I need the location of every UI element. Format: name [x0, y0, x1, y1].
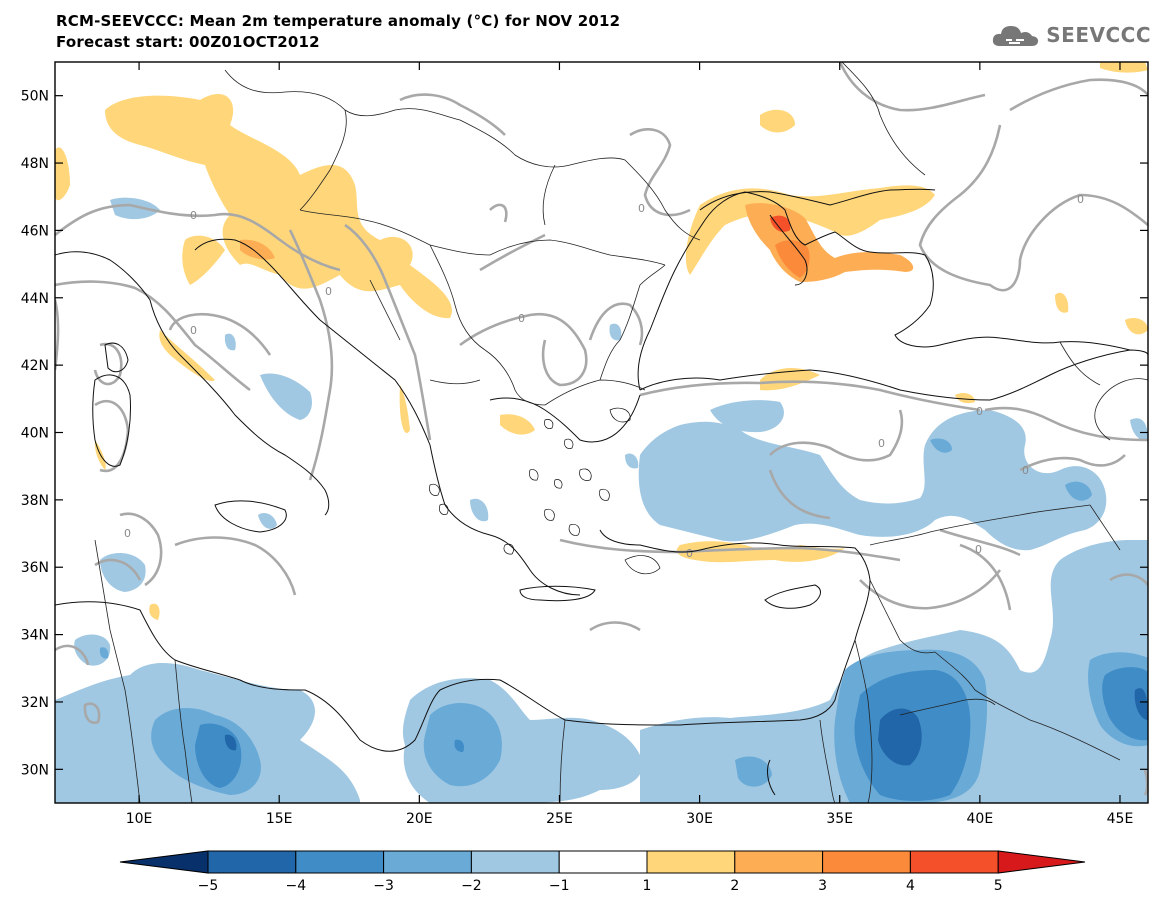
contour-label: 0 — [190, 324, 197, 337]
axis-ticks: 10E 15E 20E 25E 30E 35E 40E 45E 30N 32N 34N 36N 38N 4… — [21, 62, 1148, 827]
x-tick-label: 25E — [546, 811, 573, 827]
colorbar-segment — [207, 850, 297, 874]
y-tick-label: 48N — [21, 156, 49, 172]
cold-anomaly-very-strong — [224, 688, 1148, 766]
colorbar-segment — [646, 850, 736, 874]
colorbar-segment — [909, 850, 999, 874]
colorbar-segment — [295, 850, 385, 874]
y-tick-label: 30N — [21, 762, 49, 778]
logo-text: SEEVCCC — [1046, 23, 1151, 47]
anomaly-fields: 0 0 0 0 0 0 0 0 0 0 0 0 — [55, 62, 1148, 803]
colorbar-segment — [383, 850, 472, 874]
colorbar-label: 5 — [994, 878, 1003, 894]
contour-label: 0 — [518, 312, 525, 325]
colorbar-segment — [558, 850, 648, 874]
colorbar-arrow-left — [119, 850, 209, 874]
zero-contour-labels: 0 0 0 0 0 0 0 0 0 0 0 0 — [124, 193, 1084, 560]
y-tick-label: 50N — [21, 89, 49, 105]
island-outlines — [429, 407, 661, 575]
contour-label: 0 — [325, 285, 332, 298]
colorbar-label: 1 — [643, 878, 652, 894]
colorbar-segment — [822, 850, 911, 874]
contour-label: 0 — [686, 547, 693, 560]
colorbar-segment — [734, 850, 824, 874]
x-tick-label: 45E — [1107, 811, 1134, 827]
contour-label: 0 — [975, 543, 982, 556]
strong-warm-anomaly-areas — [240, 203, 914, 282]
colorbar-label: −3 — [373, 878, 394, 894]
y-tick-label: 32N — [21, 695, 49, 711]
map-title: RCM-SEEVCCC: Mean 2m temperature anomaly… — [56, 12, 621, 30]
colorbar-label: −4 — [285, 878, 306, 894]
x-tick-label: 40E — [967, 811, 994, 827]
colorbar-arrow-right — [997, 850, 1086, 874]
x-tick-label: 15E — [266, 811, 293, 827]
contour-label: 0 — [1022, 464, 1029, 477]
colorbar-label: 3 — [818, 878, 827, 894]
x-tick-label: 20E — [406, 811, 433, 827]
colorbar-segment — [470, 850, 560, 874]
y-tick-label: 46N — [21, 223, 49, 239]
seevccc-logo: SEEVCCC — [990, 20, 1151, 50]
colorbar: −5 −4 −3 −2 −1 1 2 3 4 5 — [119, 850, 1086, 894]
contour-label: 0 — [638, 202, 645, 215]
colorbar-label: −1 — [549, 878, 570, 894]
zero-anomaly-contours — [55, 62, 1148, 796]
colorbar-label: −5 — [198, 878, 219, 894]
y-tick-label: 34N — [21, 628, 49, 644]
colorbar-label: 4 — [906, 878, 915, 894]
contour-label: 0 — [124, 527, 131, 540]
y-tick-label: 38N — [21, 493, 49, 509]
forecast-start-label: Forecast start: 00Z01OCT2012 — [56, 33, 320, 51]
cloud-icon — [993, 26, 1039, 46]
contour-label: 0 — [190, 209, 197, 222]
y-tick-label: 42N — [21, 358, 49, 374]
y-tick-label: 40N — [21, 426, 49, 442]
contour-label: 0 — [878, 437, 885, 450]
colorbar-label: −2 — [461, 878, 482, 894]
x-tick-label: 35E — [826, 811, 853, 827]
x-tick-label: 10E — [126, 811, 153, 827]
contour-label: 0 — [976, 405, 983, 418]
country-borders — [94, 62, 1148, 803]
contour-label: 0 — [1077, 193, 1084, 206]
y-tick-label: 36N — [21, 560, 49, 576]
x-tick-label: 30E — [686, 811, 713, 827]
y-tick-label: 44N — [21, 291, 49, 307]
colorbar-label: 2 — [730, 878, 739, 894]
